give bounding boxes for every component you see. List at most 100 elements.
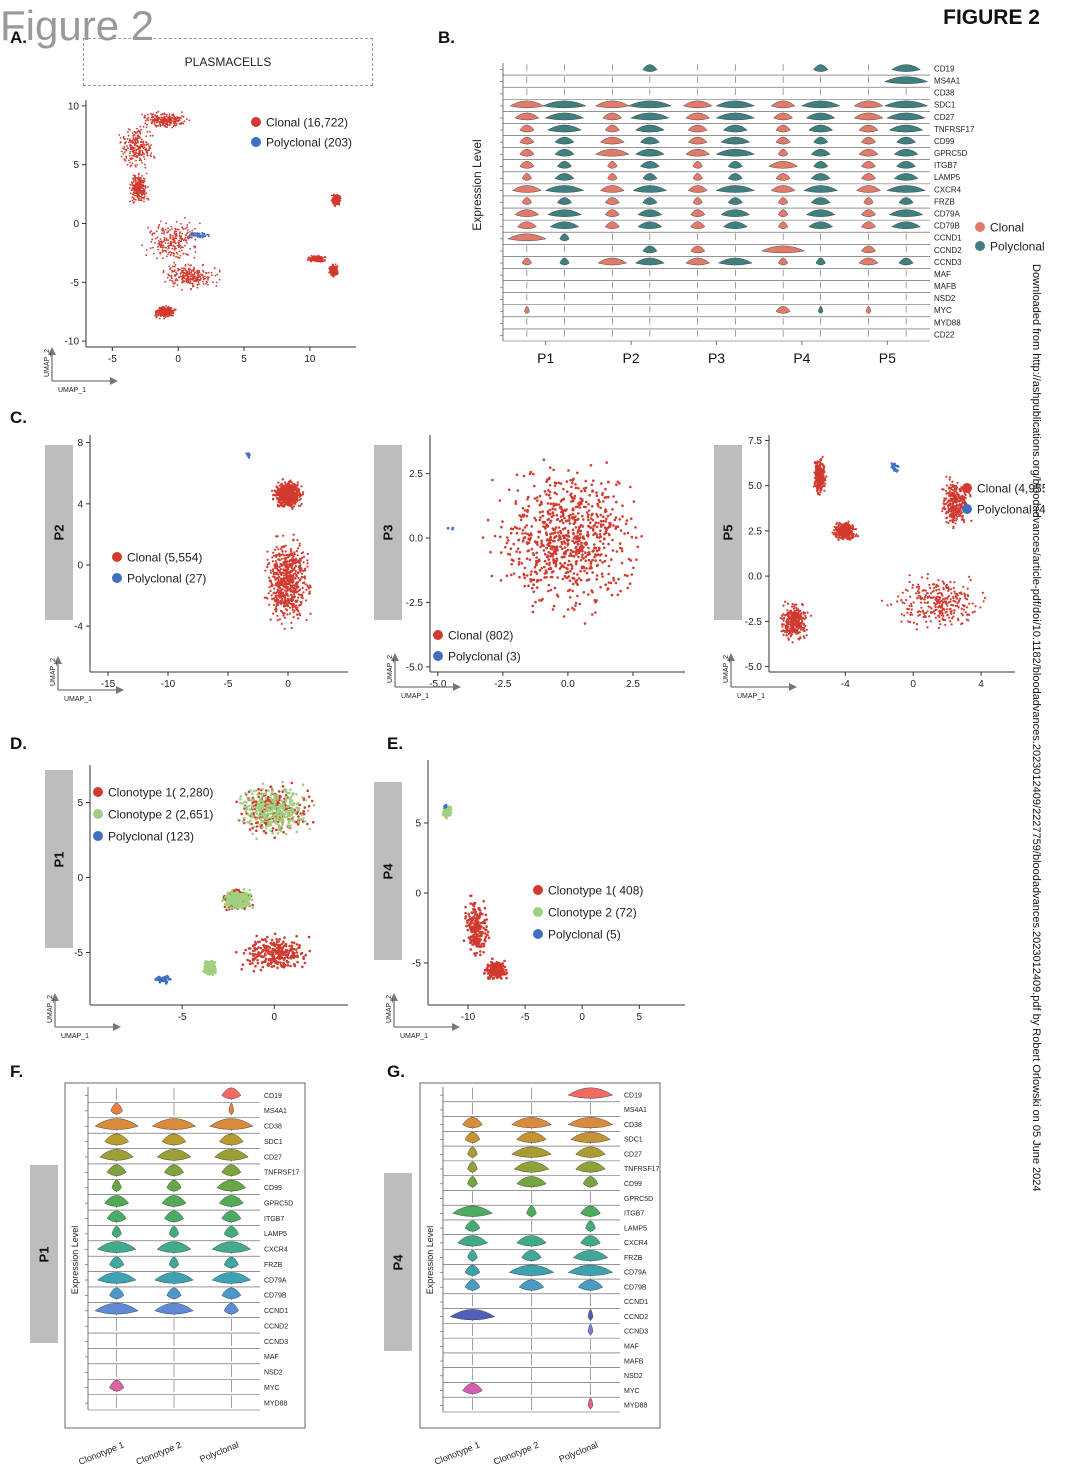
panel-letter-c: C. [10, 408, 27, 427]
data-point [133, 186, 136, 188]
data-point [550, 515, 554, 519]
data-point [553, 539, 556, 543]
data-point [143, 185, 145, 188]
data-point [124, 159, 126, 162]
data-point [196, 283, 199, 286]
violin-shape [727, 197, 743, 205]
violin-shape [599, 136, 625, 145]
data-point [171, 265, 174, 268]
data-point [286, 560, 289, 563]
data-point [142, 144, 145, 146]
data-point [559, 562, 562, 565]
data-point [152, 252, 155, 255]
data-point [132, 179, 135, 181]
data-point [603, 559, 607, 563]
data-point [525, 541, 529, 544]
data-point [275, 545, 278, 549]
data-point [523, 536, 527, 539]
data-point [621, 515, 624, 518]
data-point [556, 531, 560, 534]
data-point [481, 536, 485, 539]
data-point [527, 533, 531, 537]
data-point [175, 230, 178, 233]
data-point [181, 279, 184, 281]
data-point [168, 265, 171, 268]
data-point [294, 600, 297, 603]
data-point [523, 576, 527, 580]
data-point [553, 481, 557, 484]
data-point [159, 124, 162, 126]
data-point [161, 241, 164, 244]
violin-shape [509, 100, 545, 109]
data-point [130, 158, 132, 161]
data-point [537, 535, 540, 539]
data-point [147, 116, 150, 119]
data-point [299, 614, 302, 617]
data-point [159, 120, 161, 123]
data-point [279, 580, 282, 583]
data-point [172, 241, 175, 244]
data-point [292, 605, 295, 608]
data-point [207, 284, 209, 286]
data-point [280, 578, 283, 581]
data-point [591, 518, 595, 522]
data-point [571, 499, 575, 503]
data-point [574, 515, 577, 518]
data-point [286, 499, 289, 502]
data-point [174, 263, 177, 266]
data-point [172, 285, 175, 288]
data-point [518, 560, 521, 564]
data-point [183, 120, 186, 123]
data-point [279, 592, 282, 595]
data-point [181, 277, 184, 280]
data-point [515, 550, 518, 553]
data-point [632, 500, 636, 503]
data-point [553, 484, 557, 487]
data-point [172, 118, 175, 120]
data-point [161, 244, 164, 247]
data-point [296, 554, 299, 557]
data-point [207, 279, 209, 281]
data-point [574, 505, 578, 509]
data-point [150, 116, 153, 118]
data-point [289, 547, 293, 551]
data-point [606, 588, 609, 591]
data-point [300, 567, 303, 570]
data-point [172, 314, 174, 317]
data-point [548, 544, 551, 547]
data-point [143, 146, 146, 149]
data-point [334, 198, 336, 200]
data-point [547, 477, 551, 481]
data-point [161, 119, 164, 121]
data-point [288, 606, 292, 609]
data-point [167, 273, 170, 276]
data-point [276, 582, 279, 585]
data-point [296, 609, 299, 612]
data-point [134, 175, 137, 178]
data-point [188, 272, 191, 275]
data-point [180, 271, 183, 274]
data-point [285, 557, 288, 560]
data-point [521, 539, 525, 543]
data-point [594, 611, 597, 614]
panel-letter-f: F. [10, 1062, 24, 1081]
data-point [634, 536, 638, 539]
gene-label: ITGB7 [934, 161, 958, 170]
data-point [143, 200, 145, 203]
data-point [169, 236, 172, 238]
data-point [193, 266, 195, 269]
data-point [127, 147, 129, 149]
data-point [571, 550, 575, 553]
data-point [266, 597, 269, 600]
data-point [280, 602, 283, 605]
data-point [284, 483, 287, 486]
data-point [268, 586, 271, 589]
data-point [571, 589, 574, 593]
data-point [583, 489, 587, 493]
data-point [144, 149, 147, 152]
data-point [527, 549, 531, 552]
data-point [293, 483, 296, 486]
data-point [576, 531, 579, 534]
data-point [573, 608, 576, 611]
data-point [516, 547, 520, 550]
